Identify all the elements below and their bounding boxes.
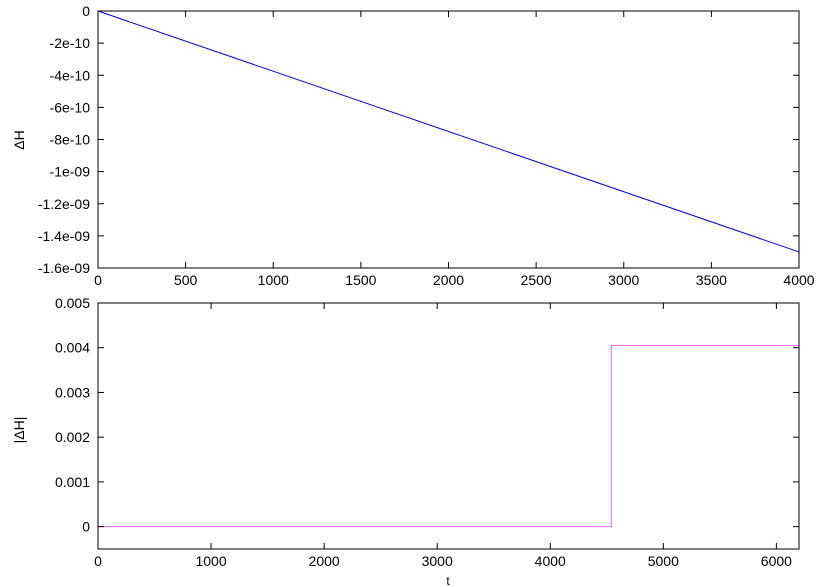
- bottom-x-tick-label: 4000: [535, 553, 566, 569]
- top-y-axis-label: ΔH: [11, 130, 27, 149]
- bottom-panel: |ΔH| t 0 1000 2000 3000 4000 5000 6000 0 0.001 0.…: [11, 295, 800, 587]
- top-x-tick-label: 2500: [521, 272, 552, 288]
- top-x-tick-label: 0: [94, 272, 102, 288]
- bottom-y-tick-label: 0.001: [55, 474, 90, 490]
- bottom-x-tick-label: 0: [94, 553, 102, 569]
- top-x-tick-label: 1000: [258, 272, 289, 288]
- top-y-tick-label: 0: [82, 3, 90, 19]
- top-x-tick-label: 500: [174, 272, 198, 288]
- top-y-tick-label: -1.2e-09: [38, 196, 90, 212]
- bottom-y-tick-label: 0.005: [55, 295, 90, 311]
- bottom-y-tick-label: 0.003: [55, 384, 90, 400]
- bottom-y-tick-label: 0.004: [55, 340, 90, 356]
- bottom-plot-frame: [97, 302, 800, 550]
- bottom-series-line-0: [98, 344, 799, 528]
- bottom-x-tick-label: 3000: [422, 553, 453, 569]
- bottom-x-axis-label: t: [446, 574, 450, 587]
- bottom-x-tick-label: 5000: [648, 553, 679, 569]
- top-x-tick-label: 1500: [345, 272, 376, 288]
- bottom-y-tick-label: 0.002: [55, 429, 90, 445]
- top-series-line-0: [97, 10, 800, 253]
- top-plot-frame: [97, 10, 800, 269]
- top-y-tick-label: -4e-10: [50, 67, 91, 83]
- top-panel: ΔH 0 500 1000 1500 2000 2500 3000 3500 4000 0 -2e-…: [11, 3, 815, 288]
- bottom-x-tick-label: 6000: [761, 553, 792, 569]
- top-x-tick-label: 2000: [433, 272, 464, 288]
- top-y-tick-label: -6e-10: [50, 99, 91, 115]
- top-y-tick-label: -1e-09: [50, 164, 91, 180]
- top-y-tick-label: -8e-10: [50, 132, 91, 148]
- bottom-y-axis-label: |ΔH|: [11, 417, 27, 444]
- top-y-tick-label: -1.6e-09: [38, 260, 90, 276]
- bottom-x-tick-label: 2000: [309, 553, 340, 569]
- top-y-tick-label: -1.4e-09: [38, 228, 90, 244]
- bottom-x-tick-label: 1000: [195, 553, 226, 569]
- bottom-y-tick-label: 0: [82, 519, 90, 535]
- top-x-tick-label: 3000: [608, 272, 639, 288]
- top-y-tick-label: -2e-10: [50, 35, 91, 51]
- top-x-tick-label: 3500: [696, 272, 727, 288]
- top-x-tick-label: 4000: [783, 272, 814, 288]
